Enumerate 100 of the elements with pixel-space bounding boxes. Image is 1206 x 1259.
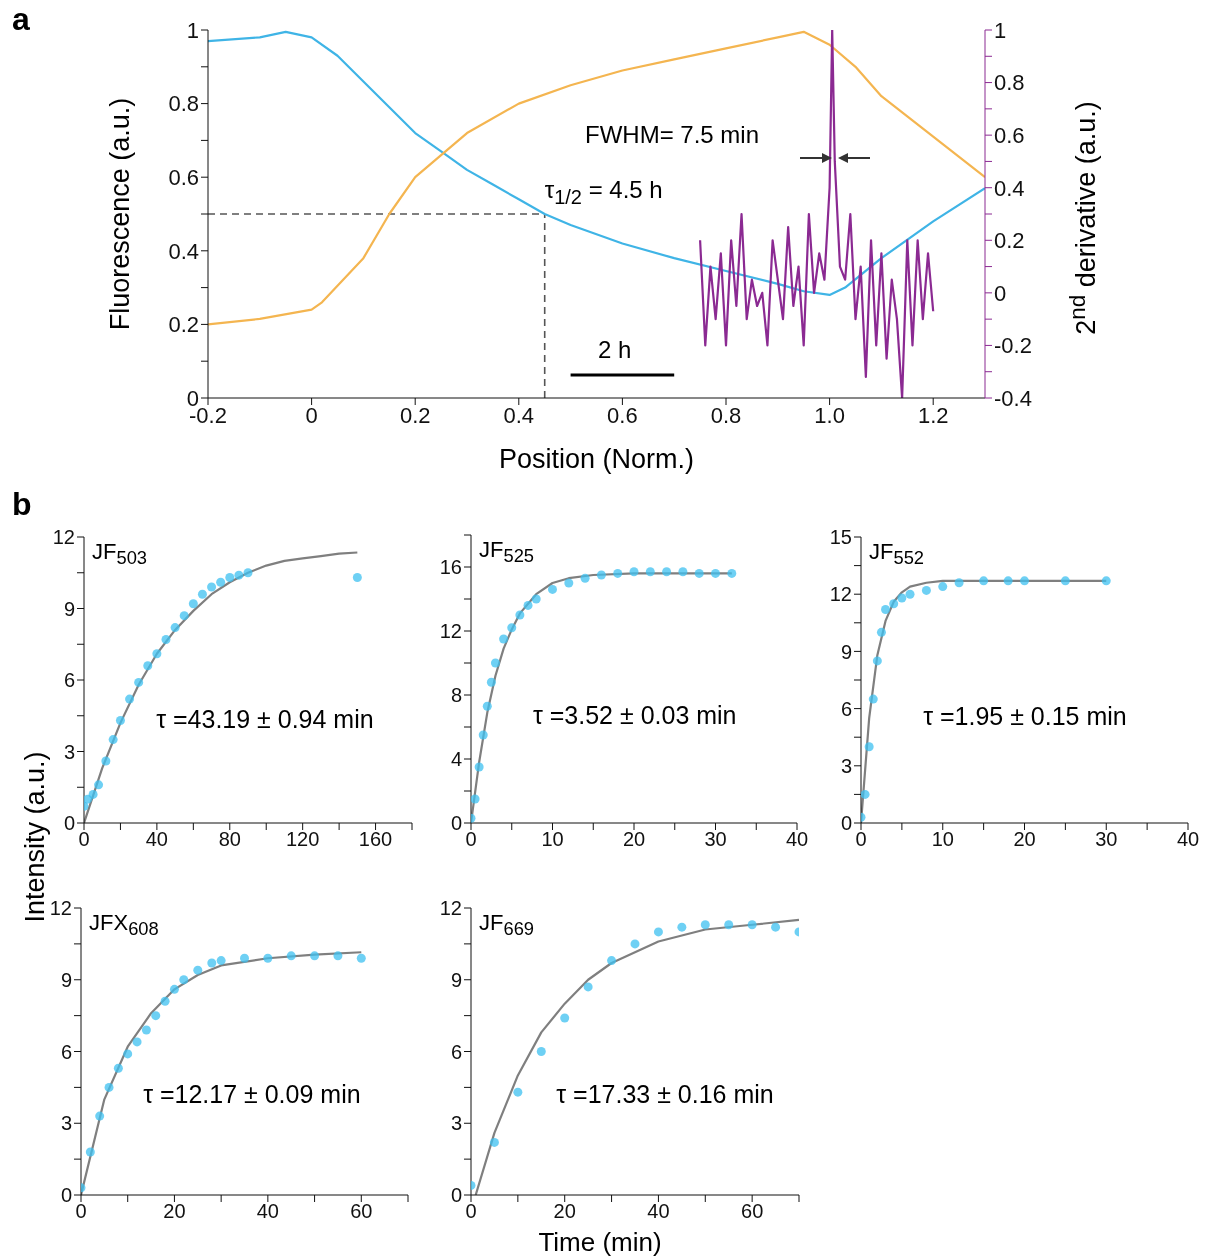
y-tick-label: 12 [439,897,462,920]
point [141,1025,151,1035]
point [489,1137,499,1147]
point [507,623,517,633]
point [536,1047,546,1056]
point [179,975,189,985]
point [151,1011,161,1021]
x-tick-label: 40 [785,828,809,851]
point [207,582,217,592]
point [356,953,366,963]
point [240,953,249,963]
x-axis-title: Position (Norm.) [497,444,695,475]
point [115,716,125,726]
x-tick-label: 1.0 [814,402,845,428]
y-tick-label: 3 [60,1112,72,1135]
x-tick-label: 40 [1176,828,1200,851]
x-tick-label: 0.8 [710,402,742,428]
point [548,584,557,594]
point [197,589,207,599]
point [613,568,623,578]
y-tick-label: 3 [63,740,75,763]
point [216,577,226,587]
point [560,1013,570,1023]
point [662,567,672,577]
point [132,1037,142,1047]
point [864,742,874,752]
point [234,570,244,580]
y2-tick-label: -0.2 [994,333,1032,359]
y-tick-label: 12 [829,583,852,606]
point [134,677,144,687]
point [1020,576,1029,586]
chart-title: JF$_{503}$ [92,539,148,570]
point [161,634,171,644]
y2-tick-label: 0.4 [994,175,1025,201]
y-tick-label: 9 [840,640,852,663]
x-tick-label: 160 [358,828,393,851]
x-axis-title: Time (min) [537,1227,663,1257]
y-tick-label: 6 [450,1040,462,1063]
y-tick-label: 0.8 [168,91,199,117]
point [564,578,574,588]
chart-title: JF$_{525}$ [479,537,535,568]
point [513,1087,523,1097]
point [170,623,180,633]
point [868,694,878,704]
point [889,599,899,609]
point [580,573,590,583]
point [188,599,198,609]
point [474,762,484,772]
y-tick-label: 6 [60,1040,72,1063]
point [225,573,235,583]
y-tick-label: 3 [840,754,852,777]
point [482,701,492,711]
point [95,1111,105,1121]
y2-tick-label: 0 [994,280,1007,306]
annotation: 2 h [598,336,632,365]
point [160,996,170,1006]
point [310,951,320,961]
annotation: τ =1.95 ± 0.15 min [923,701,1127,732]
point [700,920,710,930]
point [607,956,617,966]
x-tick-label: 0.4 [503,402,535,428]
point [499,634,509,644]
y2-tick-label: 1 [994,17,1007,43]
x-tick-label: 60 [350,1200,373,1223]
point [84,794,93,804]
y-tick-label: 15 [829,526,852,549]
y-tick-label: 0 [840,812,852,835]
x-tick-label: 0 [465,828,477,851]
point [216,956,226,966]
point [352,573,362,583]
x-tick-label: 40 [256,1200,279,1223]
point [104,1082,114,1092]
x-tick-label: 0 [465,1200,477,1223]
annotation: τ$_{1/2}$ = 4.5 h [544,176,663,209]
text: a [12,0,30,39]
x-tick-label: 30 [704,828,727,851]
x-tick-label: 0.2 [399,402,431,428]
point [876,627,886,637]
point [1101,576,1111,586]
y-tick-label: 0 [63,812,75,835]
point [123,1049,133,1059]
point [954,578,964,588]
y-tick-label: 4 [450,748,462,771]
point [872,656,882,666]
point [727,568,737,578]
x-tick-label: 120 [285,828,320,851]
point [711,568,720,578]
annotation: τ =43.19 ± 0.94 min [156,704,374,735]
point [938,582,948,592]
point [515,610,525,620]
point [897,593,907,603]
point [333,951,343,961]
y-tick-label: 1 [186,17,199,43]
point [747,920,757,930]
x-tick-label: 0 [305,402,318,428]
point [523,600,533,610]
x-tick-label: 0.6 [607,402,638,428]
point [85,1147,95,1157]
point [113,1063,123,1073]
annotation: τ =17.33 ± 0.16 min [556,1078,774,1109]
